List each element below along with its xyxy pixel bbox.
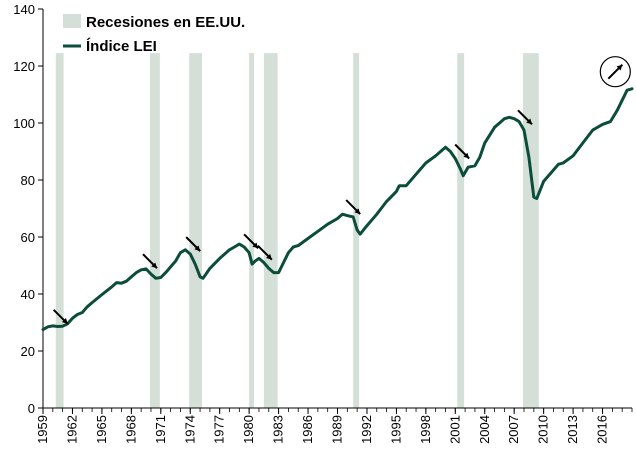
recession-band-4 <box>263 53 278 409</box>
annotation-arrow-2 <box>185 236 201 252</box>
recession-band-1 <box>150 53 160 409</box>
axes: 0 20 40 60 80 100 120 140 1959 1962 1965 1968 1971 19… <box>13 2 633 444</box>
y-tick-label-60: 60 <box>21 230 35 245</box>
annotation-arrow-1 <box>142 253 158 269</box>
x-tick-label-2001: 2001 <box>447 415 462 444</box>
x-tick-label-2016: 2016 <box>595 415 610 444</box>
legend-recession-label: Recesiones en EE.UU. <box>86 14 245 31</box>
y-tick-label-100: 100 <box>13 116 35 131</box>
annotation-arrow-head-4 <box>266 253 272 260</box>
x-tick-label-1986: 1986 <box>300 415 315 444</box>
x-tick-label-1998: 1998 <box>418 415 433 444</box>
annotation-arrow-4 <box>257 244 273 261</box>
x-tick-label-2013: 2013 <box>565 415 580 444</box>
x-tick-label-1959: 1959 <box>35 415 50 444</box>
annotation-arrow-0 <box>52 309 69 325</box>
annotation-arrow-6 <box>454 143 470 160</box>
annotation-arrow-head-6 <box>463 152 470 159</box>
x-tick-label-1995: 1995 <box>388 415 403 444</box>
annotation-circle-8 <box>599 56 631 88</box>
recession-band-6 <box>457 53 465 409</box>
annotation-arrow-head-5 <box>354 208 361 215</box>
recession-band-7 <box>523 53 539 409</box>
x-tick-label-1989: 1989 <box>330 415 345 444</box>
x-tick-label-1977: 1977 <box>212 415 227 444</box>
annotation-arrow-head-0 <box>61 318 68 324</box>
x-tick-label-1980: 1980 <box>241 415 256 444</box>
x-tick-label-1983: 1983 <box>271 415 286 444</box>
series-layer <box>41 87 634 332</box>
annotation-arrow-8 <box>599 56 631 88</box>
x-tick-label-1968: 1968 <box>123 415 138 444</box>
annotation-arrow-head-2 <box>194 245 201 252</box>
annotation-arrow-head-8 <box>616 64 623 71</box>
annotation-arrow-5 <box>345 199 361 215</box>
x-tick-label-1965: 1965 <box>94 415 109 444</box>
x-tick-label-2010: 2010 <box>536 415 551 444</box>
recession-band-3 <box>249 53 255 409</box>
y-tick-label-120: 120 <box>13 59 35 74</box>
y-tick-label-0: 0 <box>28 401 35 416</box>
x-tick-label-1992: 1992 <box>359 415 374 444</box>
annotation-arrow-7 <box>517 109 533 126</box>
annotation-arrow-head-7 <box>526 118 532 125</box>
annotation-arrow-head-3 <box>252 242 259 249</box>
recession-band-2 <box>189 53 203 409</box>
annotation-arrow-head-1 <box>151 262 158 269</box>
annotation-arrows <box>52 56 631 325</box>
x-tick-label-1962: 1962 <box>64 415 79 444</box>
x-tick-label-1971: 1971 <box>153 415 168 444</box>
y-tick-label-80: 80 <box>21 173 35 188</box>
legend: Recesiones en EE.UU. Índice LEI <box>63 14 245 55</box>
recession-bands <box>55 53 539 409</box>
y-tick-label-140: 140 <box>13 2 35 17</box>
recession-band-0 <box>55 53 64 409</box>
y-tick-label-20: 20 <box>21 344 35 359</box>
legend-recession-swatch <box>63 14 81 28</box>
annotation-arrow-3 <box>243 233 259 249</box>
y-tick-label-40: 40 <box>21 287 35 302</box>
x-tick-label-1974: 1974 <box>182 415 197 444</box>
series-line-0 <box>41 87 634 332</box>
x-tick-label-2007: 2007 <box>506 415 521 444</box>
x-tick-label-2004: 2004 <box>477 415 492 444</box>
legend-lei-label: Índice LEI <box>86 38 157 55</box>
